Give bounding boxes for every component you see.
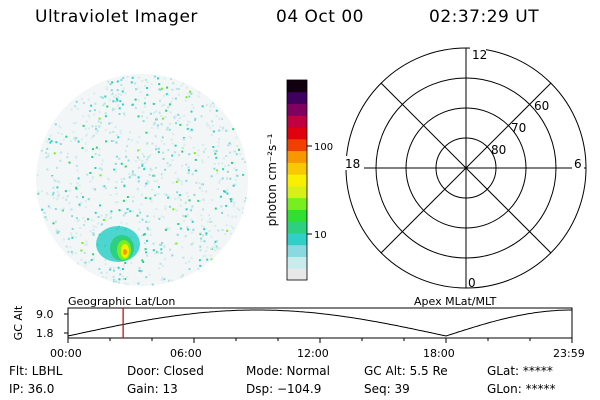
polar-label-12: 12 (472, 48, 487, 62)
y-min-label: 1.8 (36, 327, 54, 340)
emission-speckle (36, 75, 248, 286)
y-max-label: 9.0 (36, 308, 54, 321)
polar-diagonal-2 (380, 82, 552, 254)
plot-right-title: Apex MLat/MLT (414, 295, 497, 308)
colorbar-gradient (287, 80, 307, 281)
door-info: Door: Closed (127, 364, 204, 378)
polar-label-18: 18 (345, 157, 360, 171)
x-axis-ticks (67, 338, 573, 343)
polar-label-80: 80 (491, 143, 506, 157)
x-tick-2359: 23:59 (553, 347, 585, 360)
seq-info: Seq: 39 (364, 382, 410, 396)
polar-label-6: 6 (574, 157, 582, 171)
x-tick-1200: 12:00 (297, 347, 329, 360)
y-axis-label: GC Alt (12, 305, 25, 340)
colorbar-label-10: 10 (314, 230, 327, 241)
gc-alt-info: GC Alt: 5.5 Re (364, 364, 448, 378)
mode-info: Mode: Normal (246, 364, 330, 378)
x-tick-1800: 18:00 (423, 347, 455, 360)
aurora-hotspot (96, 226, 140, 262)
polar-label-60: 60 (534, 99, 549, 113)
gain-info: Gain: 13 (127, 382, 178, 396)
polar-label-70: 70 (511, 121, 526, 135)
instrument-title: Ultraviolet Imager (35, 7, 198, 27)
ip-info: IP: 36.0 (9, 382, 55, 396)
plot-frame (67, 307, 573, 339)
colorbar: 100 10 photon cm⁻²s⁻¹ (265, 79, 333, 281)
altitude-curve (67, 309, 572, 337)
glon-info: GLon: ***** (487, 382, 556, 396)
image-disk (36, 74, 248, 286)
dsp-info: Dsp: −104.9 (246, 382, 322, 396)
colorbar-frame (286, 79, 308, 281)
flt-info: Flt: LBHL (9, 364, 63, 378)
altitude-plot: 9.0 1.8 GC Alt (12, 305, 573, 343)
plot-left-title: Geographic Lat/Lon (68, 295, 176, 308)
x-tick-0000: 00:00 (50, 347, 82, 360)
glat-info: GLat: ***** (487, 364, 553, 378)
colorbar-unit-label: photon cm⁻²s⁻¹ (265, 133, 279, 226)
time-label: 02:37:29 UT (429, 7, 540, 27)
date-label: 04 Oct 00 (276, 7, 364, 27)
polar-label-0: 0 (468, 276, 476, 290)
colorbar-label-100: 100 (314, 142, 333, 153)
x-tick-0600: 06:00 (170, 347, 202, 360)
polar-grid: 12 6 18 0 60 70 80 (344, 47, 587, 290)
